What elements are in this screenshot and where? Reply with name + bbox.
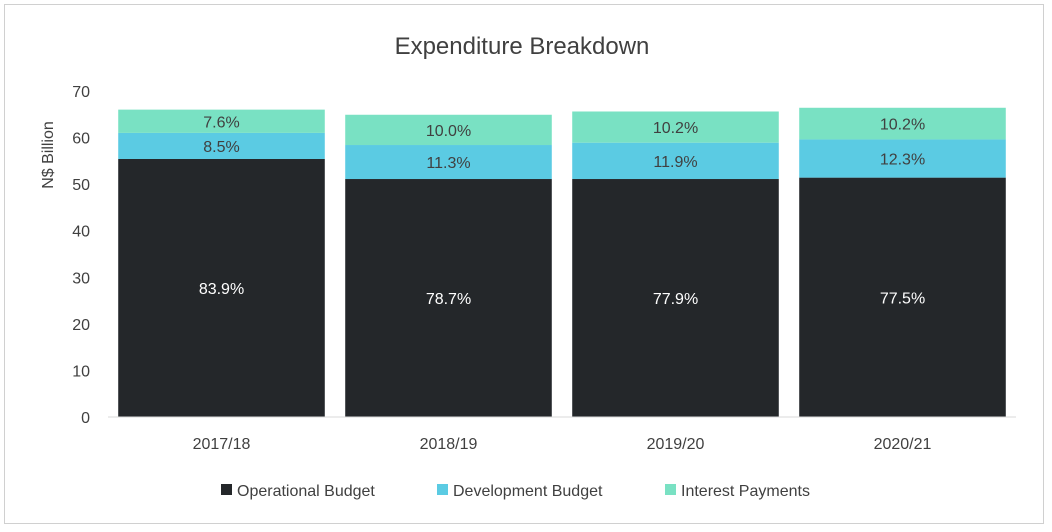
bar-segment-interest-payments [572,111,779,143]
bar-segment-development-budget [799,139,1006,178]
y-tick-label: 60 [72,131,90,148]
data-label: 7.6% [203,114,239,131]
y-tick-label: 70 [72,84,90,101]
y-axis-ticks: 0 10 20 30 40 50 60 70 [72,84,90,427]
bar-segment-operational-budget [345,179,552,417]
bar-segment-interest-payments [799,107,1006,140]
bar-segment-development-budget [118,132,325,159]
x-tick-label: 2018/19 [420,436,478,453]
y-tick-label: 20 [72,317,90,334]
bars: 83.9% 8.5% 7.6% 78.7% 11.3% 10.0% 77.9% 11.9% 10… [118,107,1006,417]
data-label: 77.9% [653,291,698,308]
y-axis-label: N$ Billion [40,121,57,189]
chart-title: Expenditure Breakdown [395,33,650,60]
x-tick-label: 2017/18 [193,436,251,453]
legend-label: Operational Budget [237,483,375,500]
x-tick-label: 2020/21 [874,436,932,453]
legend: Operational Budget Development Budget Inte… [221,483,810,500]
bar-segment-operational-budget [799,177,1006,417]
data-label: 83.9% [199,281,244,298]
bar-segment-development-budget [345,145,552,180]
data-label: 8.5% [203,139,239,156]
x-axis-categories: 2017/18 2018/19 2019/20 2020/21 [193,436,932,453]
bar-segment-operational-budget [118,158,325,417]
legend-label: Interest Payments [681,483,810,500]
legend-swatch [437,484,448,495]
y-tick-label: 10 [72,363,90,380]
data-label: 11.9% [653,154,697,171]
legend-swatch [665,484,676,495]
data-label: 11.3% [426,155,470,172]
bar-segment-development-budget [572,142,779,180]
data-label: 78.7% [426,291,471,308]
legend-label: Development Budget [453,483,603,500]
data-label: 77.5% [880,290,925,307]
data-label: 10.0% [426,123,471,140]
bar-segment-operational-budget [572,179,779,417]
y-tick-label: 50 [72,177,90,194]
y-tick-label: 30 [72,270,90,287]
legend-swatch [221,484,232,495]
y-tick-label: 40 [72,224,90,241]
y-tick-label: 0 [81,410,90,427]
bar-segment-interest-payments [118,109,325,133]
data-label: 10.2% [653,120,698,137]
x-tick-label: 2019/20 [647,436,705,453]
data-label: 10.2% [880,117,925,134]
data-label: 12.3% [880,152,925,169]
bar-segment-interest-payments [345,114,552,146]
